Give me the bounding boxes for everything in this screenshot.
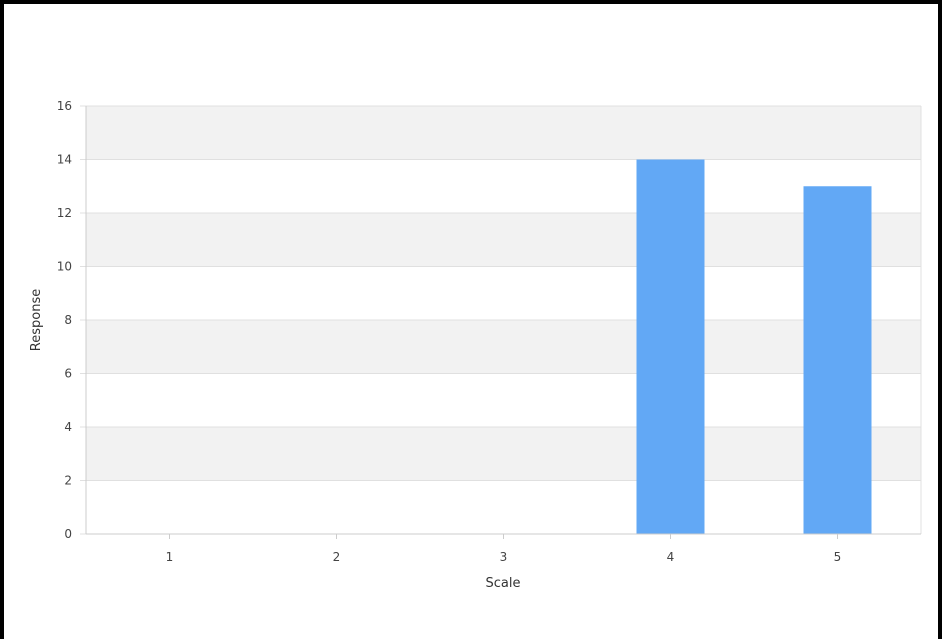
y-tick-label: 12 xyxy=(57,206,72,220)
x-tick-label: 1 xyxy=(166,550,174,564)
y-tick-labels: 0 2 4 6 8 10 12 14 16 xyxy=(57,99,72,541)
y-tick-label: 4 xyxy=(64,420,72,434)
plot-background-bands xyxy=(86,106,921,534)
y-tick-label: 0 xyxy=(64,527,72,541)
y-tick-label: 8 xyxy=(64,313,72,327)
background-band xyxy=(86,480,921,534)
background-band xyxy=(86,159,921,213)
background-band xyxy=(86,106,921,160)
axes xyxy=(85,106,922,539)
background-band xyxy=(86,213,921,267)
y-axis-title: Response xyxy=(29,289,44,351)
y-tick-label: 2 xyxy=(64,474,72,488)
bar-4[interactable] xyxy=(636,159,705,535)
y-tick-label: 10 xyxy=(57,260,72,274)
y-tick-label: 14 xyxy=(57,153,72,167)
x-tick-label: 5 xyxy=(834,550,842,564)
bar-5[interactable] xyxy=(803,186,872,534)
background-band xyxy=(86,320,921,374)
x-tick-label: 2 xyxy=(333,550,341,564)
background-band xyxy=(86,373,921,427)
x-axis-title: Scale xyxy=(486,576,521,591)
x-tick-label: 4 xyxy=(667,550,675,564)
bars xyxy=(636,159,872,535)
y-tick-label: 6 xyxy=(64,367,72,381)
x-tick-labels: 1 2 3 4 5 xyxy=(166,550,842,564)
x-tick-label: 3 xyxy=(500,550,508,564)
background-band xyxy=(86,266,921,320)
y-tick-label: 16 xyxy=(57,99,72,113)
background-band xyxy=(86,427,921,481)
